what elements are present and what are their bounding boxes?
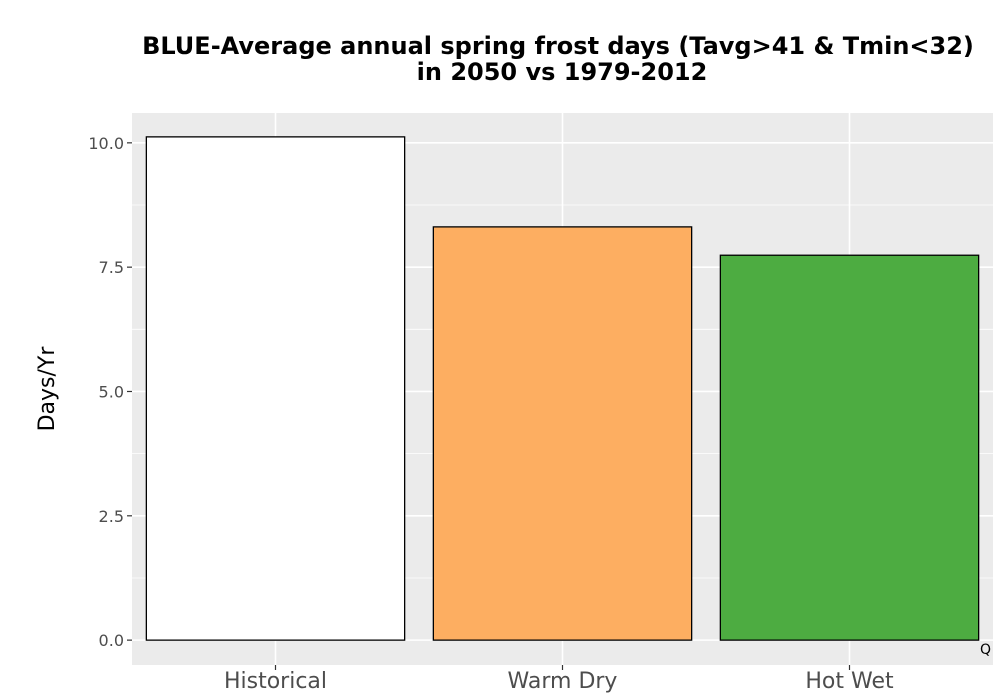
y-axis: 0.0 2.5 5.0 7.5 10.0 — [88, 134, 132, 650]
x-tick-label: Warm Dry — [508, 669, 618, 694]
bar-hot-wet — [719, 254, 980, 641]
x-tick-label: Historical — [224, 669, 327, 694]
chart-title-line-2: in 2050 vs 1979-2012 — [417, 58, 708, 86]
chart-title: BLUE-Average annual spring frost days (T… — [142, 32, 974, 86]
y-tick-label: 10.0 — [88, 134, 124, 153]
y-tick-label: 2.5 — [99, 507, 124, 526]
bar-historical — [145, 136, 406, 641]
corner-mark: Q — [980, 642, 991, 658]
chart-title-line-1: BLUE-Average annual spring frost days (T… — [142, 32, 974, 60]
y-tick-label: 0.0 — [99, 631, 124, 650]
y-tick-label: 7.5 — [99, 258, 124, 277]
x-axis: Historical Warm Dry Hot Wet — [224, 665, 894, 694]
y-tick-label: 5.0 — [99, 382, 124, 401]
y-axis-title: Days/Yr — [35, 346, 60, 432]
bar-warm-dry — [432, 226, 693, 641]
x-tick-label: Hot Wet — [805, 669, 894, 694]
bars — [145, 136, 980, 641]
